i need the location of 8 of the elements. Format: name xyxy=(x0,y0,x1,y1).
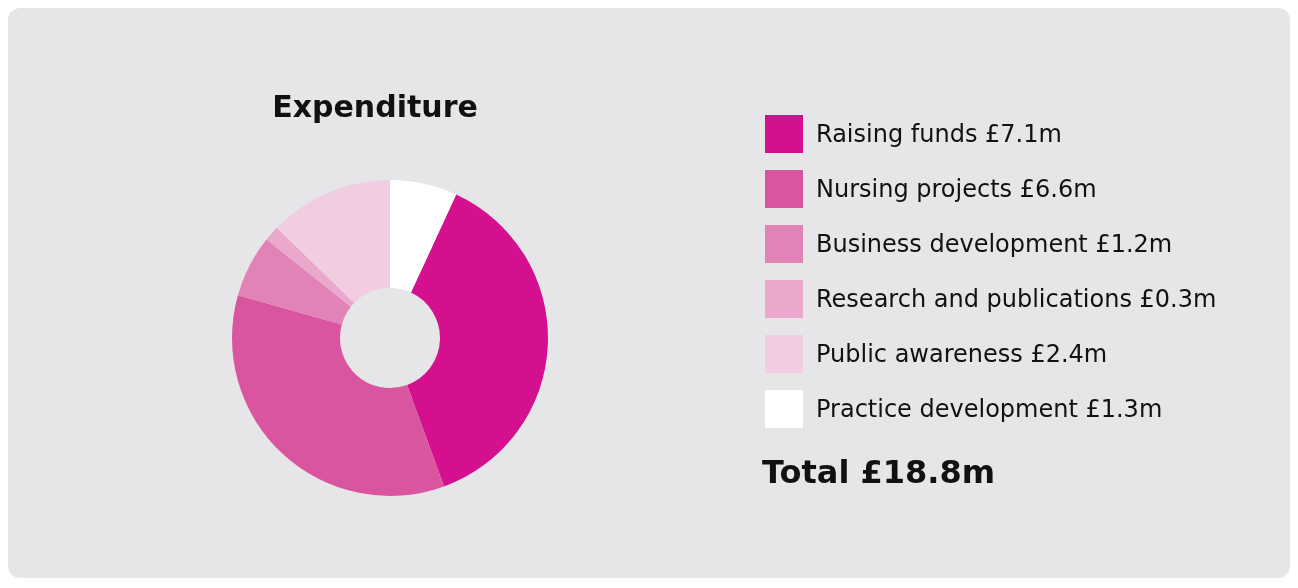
chart-title: Expenditure xyxy=(272,88,478,124)
legend-label: Research and publications £0.3m xyxy=(816,285,1217,313)
legend-label: Nursing projects £6.6m xyxy=(816,175,1097,203)
legend-label: Practice development £1.3m xyxy=(816,395,1163,423)
legend-label: Business development £1.2m xyxy=(816,230,1173,258)
legend-label: Public awareness £2.4m xyxy=(816,340,1108,368)
legend-label: Raising funds £7.1m xyxy=(816,120,1062,148)
text: Total £18.8m xyxy=(762,453,996,491)
